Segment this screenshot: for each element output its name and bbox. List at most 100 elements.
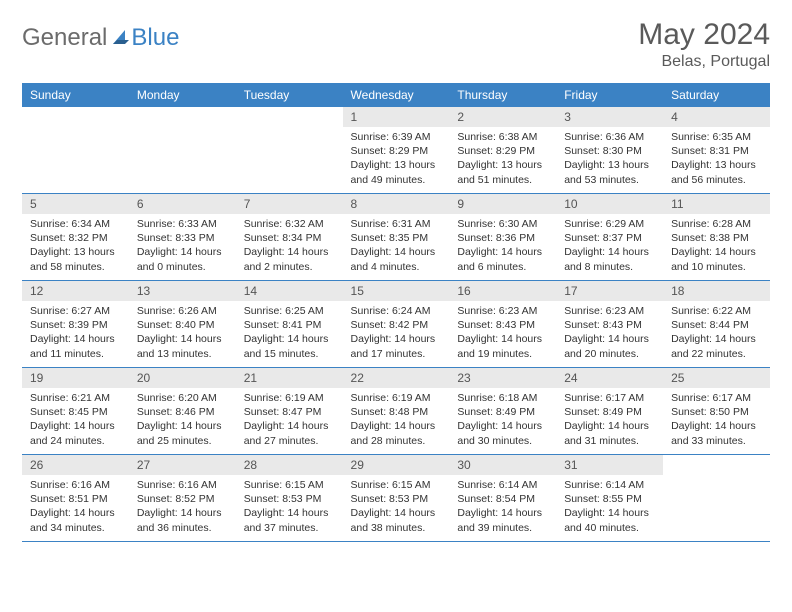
day-details: Sunrise: 6:15 AMSunset: 8:53 PMDaylight:… (343, 475, 450, 539)
day-details: Sunrise: 6:14 AMSunset: 8:54 PMDaylight:… (449, 475, 556, 539)
day-number: 13 (129, 281, 236, 301)
calendar-day-cell: 8Sunrise: 6:31 AMSunset: 8:35 PMDaylight… (343, 194, 450, 281)
day-number: 21 (236, 368, 343, 388)
calendar-day-cell: 6Sunrise: 6:33 AMSunset: 8:33 PMDaylight… (129, 194, 236, 281)
day-details: Sunrise: 6:28 AMSunset: 8:38 PMDaylight:… (663, 214, 770, 278)
day-details: Sunrise: 6:35 AMSunset: 8:31 PMDaylight:… (663, 127, 770, 191)
calendar-day-cell: 25Sunrise: 6:17 AMSunset: 8:50 PMDayligh… (663, 368, 770, 455)
day-details: Sunrise: 6:24 AMSunset: 8:42 PMDaylight:… (343, 301, 450, 365)
calendar-day-cell: 13Sunrise: 6:26 AMSunset: 8:40 PMDayligh… (129, 281, 236, 368)
day-details: Sunrise: 6:16 AMSunset: 8:52 PMDaylight:… (129, 475, 236, 539)
logo-sail-icon (111, 28, 131, 48)
day-number: 30 (449, 455, 556, 475)
calendar-week-row: 12Sunrise: 6:27 AMSunset: 8:39 PMDayligh… (22, 281, 770, 368)
calendar-day-cell: 27Sunrise: 6:16 AMSunset: 8:52 PMDayligh… (129, 455, 236, 542)
day-number: 2 (449, 107, 556, 127)
calendar-week-row: 1Sunrise: 6:39 AMSunset: 8:29 PMDaylight… (22, 107, 770, 194)
calendar-day-cell: 15Sunrise: 6:24 AMSunset: 8:42 PMDayligh… (343, 281, 450, 368)
day-number: 9 (449, 194, 556, 214)
calendar-day-cell (129, 107, 236, 194)
day-details: Sunrise: 6:14 AMSunset: 8:55 PMDaylight:… (556, 475, 663, 539)
header: GeneralBlue May 2024 Belas, Portugal (22, 18, 770, 71)
calendar-day-cell (22, 107, 129, 194)
day-number: 27 (129, 455, 236, 475)
day-details: Sunrise: 6:31 AMSunset: 8:35 PMDaylight:… (343, 214, 450, 278)
calendar-day-cell: 10Sunrise: 6:29 AMSunset: 8:37 PMDayligh… (556, 194, 663, 281)
day-details: Sunrise: 6:34 AMSunset: 8:32 PMDaylight:… (22, 214, 129, 278)
day-details: Sunrise: 6:27 AMSunset: 8:39 PMDaylight:… (22, 301, 129, 365)
calendar-day-cell: 4Sunrise: 6:35 AMSunset: 8:31 PMDaylight… (663, 107, 770, 194)
day-number: 11 (663, 194, 770, 214)
calendar-day-cell: 9Sunrise: 6:30 AMSunset: 8:36 PMDaylight… (449, 194, 556, 281)
weekday-header: Tuesday (236, 83, 343, 107)
calendar-day-cell: 11Sunrise: 6:28 AMSunset: 8:38 PMDayligh… (663, 194, 770, 281)
weekday-header: Saturday (663, 83, 770, 107)
day-number: 19 (22, 368, 129, 388)
day-details: Sunrise: 6:25 AMSunset: 8:41 PMDaylight:… (236, 301, 343, 365)
calendar-day-cell: 29Sunrise: 6:15 AMSunset: 8:53 PMDayligh… (343, 455, 450, 542)
day-details: Sunrise: 6:18 AMSunset: 8:49 PMDaylight:… (449, 388, 556, 452)
day-details: Sunrise: 6:20 AMSunset: 8:46 PMDaylight:… (129, 388, 236, 452)
title-block: May 2024 Belas, Portugal (638, 18, 770, 71)
day-details: Sunrise: 6:39 AMSunset: 8:29 PMDaylight:… (343, 127, 450, 191)
weekday-header: Wednesday (343, 83, 450, 107)
location: Belas, Portugal (638, 53, 770, 71)
day-number: 25 (663, 368, 770, 388)
calendar-table: SundayMondayTuesdayWednesdayThursdayFrid… (22, 83, 770, 542)
day-details: Sunrise: 6:17 AMSunset: 8:50 PMDaylight:… (663, 388, 770, 452)
calendar-day-cell: 26Sunrise: 6:16 AMSunset: 8:51 PMDayligh… (22, 455, 129, 542)
calendar-day-cell: 17Sunrise: 6:23 AMSunset: 8:43 PMDayligh… (556, 281, 663, 368)
weekday-header: Sunday (22, 83, 129, 107)
day-number: 17 (556, 281, 663, 301)
day-details: Sunrise: 6:38 AMSunset: 8:29 PMDaylight:… (449, 127, 556, 191)
calendar-day-cell: 12Sunrise: 6:27 AMSunset: 8:39 PMDayligh… (22, 281, 129, 368)
calendar-day-cell: 20Sunrise: 6:20 AMSunset: 8:46 PMDayligh… (129, 368, 236, 455)
calendar-week-row: 26Sunrise: 6:16 AMSunset: 8:51 PMDayligh… (22, 455, 770, 542)
logo-word1: General (22, 24, 107, 52)
day-number: 24 (556, 368, 663, 388)
day-number: 29 (343, 455, 450, 475)
calendar-week-row: 5Sunrise: 6:34 AMSunset: 8:32 PMDaylight… (22, 194, 770, 281)
day-number: 4 (663, 107, 770, 127)
day-details: Sunrise: 6:19 AMSunset: 8:48 PMDaylight:… (343, 388, 450, 452)
day-number: 14 (236, 281, 343, 301)
calendar-day-cell: 7Sunrise: 6:32 AMSunset: 8:34 PMDaylight… (236, 194, 343, 281)
calendar-header-row: SundayMondayTuesdayWednesdayThursdayFrid… (22, 83, 770, 107)
day-number: 1 (343, 107, 450, 127)
day-number: 26 (22, 455, 129, 475)
weekday-header: Monday (129, 83, 236, 107)
calendar-day-cell: 16Sunrise: 6:23 AMSunset: 8:43 PMDayligh… (449, 281, 556, 368)
calendar-day-cell: 23Sunrise: 6:18 AMSunset: 8:49 PMDayligh… (449, 368, 556, 455)
day-number: 23 (449, 368, 556, 388)
calendar-day-cell: 2Sunrise: 6:38 AMSunset: 8:29 PMDaylight… (449, 107, 556, 194)
day-number: 10 (556, 194, 663, 214)
calendar-day-cell: 18Sunrise: 6:22 AMSunset: 8:44 PMDayligh… (663, 281, 770, 368)
day-details: Sunrise: 6:16 AMSunset: 8:51 PMDaylight:… (22, 475, 129, 539)
day-number: 15 (343, 281, 450, 301)
calendar-day-cell: 5Sunrise: 6:34 AMSunset: 8:32 PMDaylight… (22, 194, 129, 281)
day-number: 22 (343, 368, 450, 388)
calendar-day-cell: 21Sunrise: 6:19 AMSunset: 8:47 PMDayligh… (236, 368, 343, 455)
day-details: Sunrise: 6:23 AMSunset: 8:43 PMDaylight:… (449, 301, 556, 365)
day-number: 20 (129, 368, 236, 388)
day-details: Sunrise: 6:26 AMSunset: 8:40 PMDaylight:… (129, 301, 236, 365)
calendar-day-cell: 24Sunrise: 6:17 AMSunset: 8:49 PMDayligh… (556, 368, 663, 455)
weekday-header: Friday (556, 83, 663, 107)
day-number: 8 (343, 194, 450, 214)
day-details: Sunrise: 6:15 AMSunset: 8:53 PMDaylight:… (236, 475, 343, 539)
day-number: 16 (449, 281, 556, 301)
weekday-header: Thursday (449, 83, 556, 107)
day-details: Sunrise: 6:22 AMSunset: 8:44 PMDaylight:… (663, 301, 770, 365)
day-number: 3 (556, 107, 663, 127)
calendar-day-cell: 1Sunrise: 6:39 AMSunset: 8:29 PMDaylight… (343, 107, 450, 194)
day-details: Sunrise: 6:32 AMSunset: 8:34 PMDaylight:… (236, 214, 343, 278)
page-title: May 2024 (638, 18, 770, 51)
calendar-day-cell: 19Sunrise: 6:21 AMSunset: 8:45 PMDayligh… (22, 368, 129, 455)
day-details: Sunrise: 6:33 AMSunset: 8:33 PMDaylight:… (129, 214, 236, 278)
day-details: Sunrise: 6:21 AMSunset: 8:45 PMDaylight:… (22, 388, 129, 452)
day-number: 5 (22, 194, 129, 214)
calendar-day-cell (236, 107, 343, 194)
calendar-day-cell: 22Sunrise: 6:19 AMSunset: 8:48 PMDayligh… (343, 368, 450, 455)
calendar-day-cell: 30Sunrise: 6:14 AMSunset: 8:54 PMDayligh… (449, 455, 556, 542)
calendar-day-cell: 14Sunrise: 6:25 AMSunset: 8:41 PMDayligh… (236, 281, 343, 368)
